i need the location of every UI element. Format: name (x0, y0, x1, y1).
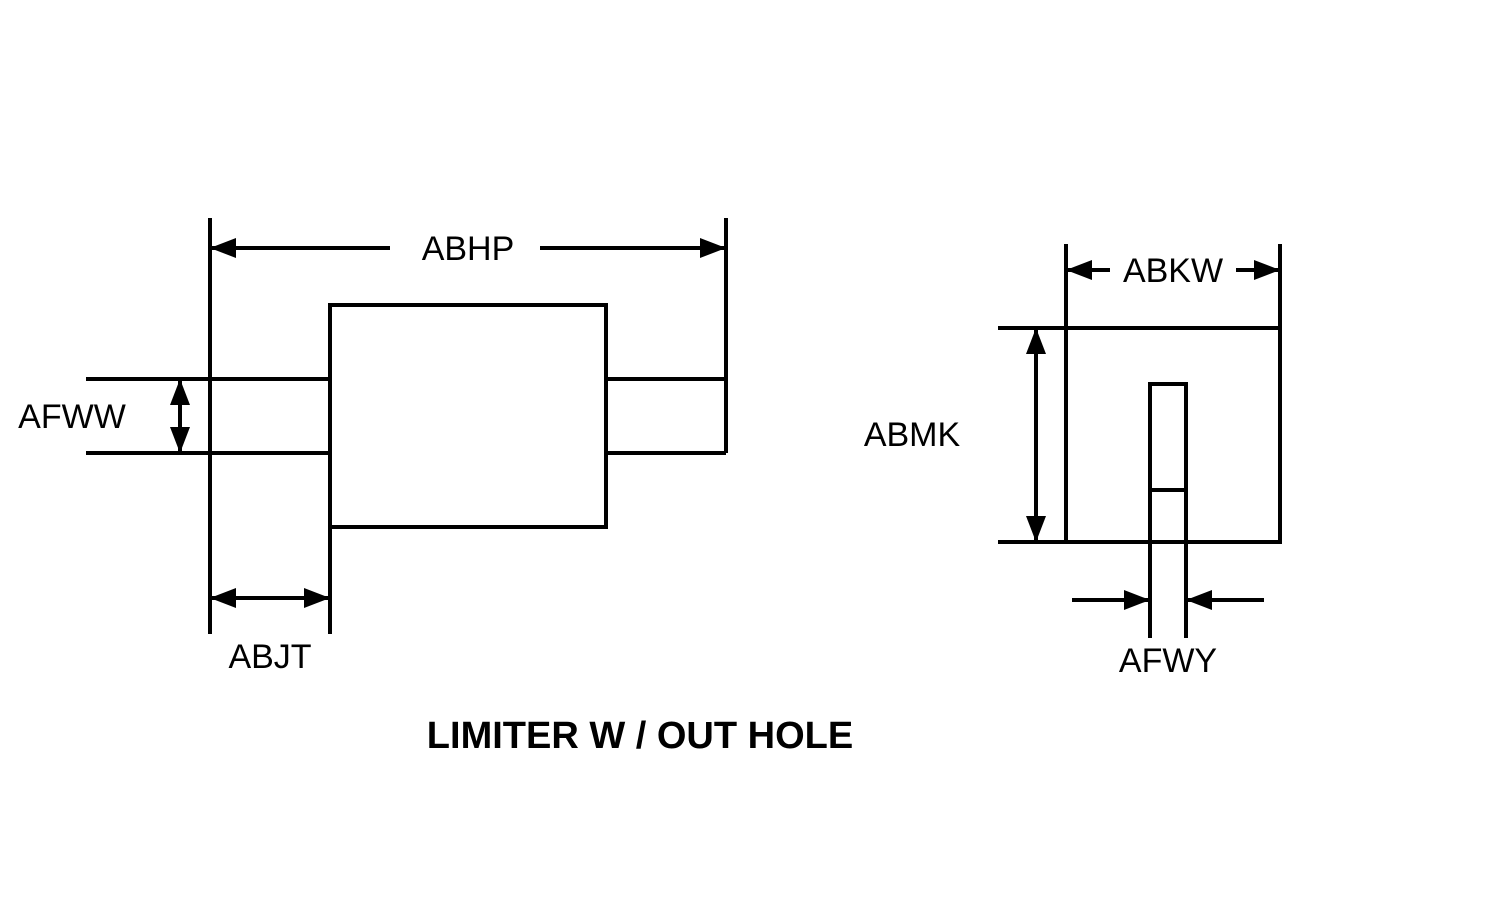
label-abmk: ABMK (864, 416, 961, 454)
label-abjt: ABJT (228, 638, 311, 676)
left-tab (210, 379, 330, 453)
diagram-title: LIMITER W / OUT HOLE (427, 715, 853, 757)
label-afww: AFWW (18, 398, 126, 436)
label-abkw: ABKW (1123, 252, 1223, 290)
dim-abjt: ABJT (210, 453, 330, 676)
diagram-canvas: ABHP AFWW ABJT ABKW ABMK (0, 0, 1488, 911)
label-abhp: ABHP (422, 230, 515, 268)
right-slot (1150, 384, 1186, 490)
label-afwy: AFWY (1119, 642, 1217, 680)
dim-abmk: ABMK (864, 328, 1066, 542)
left-body (330, 305, 606, 527)
dim-afww: AFWW (18, 379, 210, 453)
right-tab (606, 379, 726, 453)
dim-abkw: ABKW (1066, 244, 1280, 328)
